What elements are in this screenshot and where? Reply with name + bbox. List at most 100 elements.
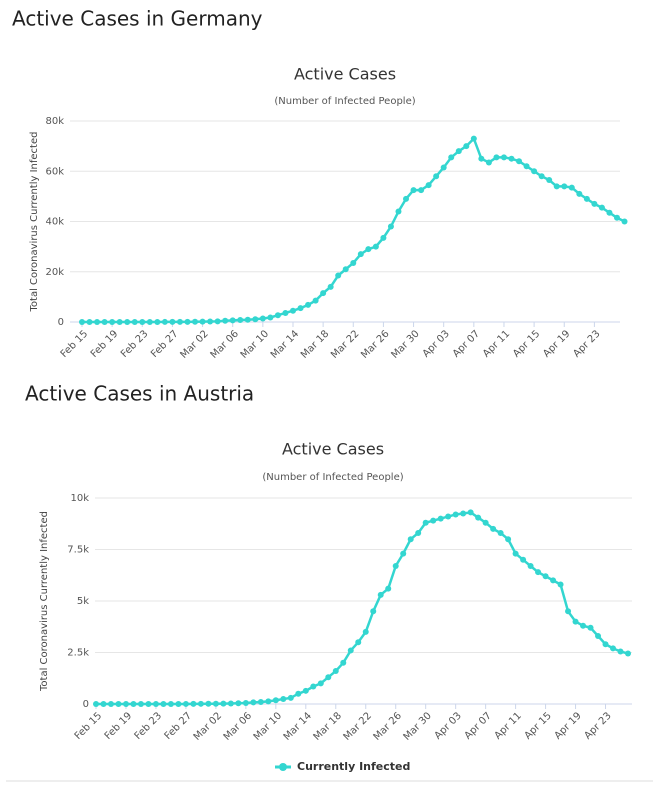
series-line bbox=[96, 511, 629, 706]
data-point bbox=[335, 272, 342, 279]
data-point bbox=[252, 316, 259, 323]
x-tick-label: Apr 19 bbox=[541, 328, 572, 359]
data-point bbox=[392, 562, 399, 569]
data-point bbox=[342, 266, 349, 273]
chart-subtitle: (Number of Infected People) bbox=[274, 96, 415, 107]
data-point bbox=[362, 628, 369, 635]
x-tick-label: Apr 23 bbox=[571, 328, 602, 359]
x-tick-label: Mar 30 bbox=[402, 710, 434, 742]
x-tick-label: Mar 06 bbox=[209, 328, 241, 360]
data-point bbox=[161, 318, 168, 325]
data-point bbox=[422, 519, 429, 526]
x-tick-label: Apr 07 bbox=[451, 328, 482, 359]
data-point bbox=[94, 318, 101, 325]
data-point bbox=[508, 155, 515, 162]
data-point bbox=[176, 318, 183, 325]
data-point bbox=[297, 305, 304, 312]
data-point bbox=[621, 218, 628, 225]
x-tick-label: Mar 14 bbox=[282, 710, 314, 742]
data-point bbox=[175, 700, 182, 707]
x-tick-label: Mar 10 bbox=[239, 328, 271, 360]
y-tick-label: 2.5k bbox=[67, 648, 89, 659]
data-point bbox=[350, 259, 357, 266]
data-point bbox=[145, 701, 152, 707]
y-tick-label: 0 bbox=[58, 317, 64, 328]
data-point bbox=[415, 530, 422, 537]
data-point bbox=[572, 618, 579, 625]
data-point bbox=[109, 318, 116, 325]
data-point bbox=[470, 135, 477, 142]
data-point bbox=[317, 680, 324, 687]
y-tick-label: 0 bbox=[83, 699, 89, 710]
data-point bbox=[463, 143, 470, 150]
series-line bbox=[82, 136, 626, 324]
data-point bbox=[325, 674, 332, 681]
data-point bbox=[482, 519, 489, 526]
data-point bbox=[403, 195, 410, 202]
data-point bbox=[355, 639, 362, 646]
x-tick-label: Mar 22 bbox=[342, 710, 374, 742]
data-point bbox=[418, 187, 425, 194]
x-tick-label: Mar 18 bbox=[312, 710, 344, 742]
x-tick-label: Apr 19 bbox=[553, 710, 584, 741]
x-tick-label: Apr 03 bbox=[421, 328, 452, 359]
data-point bbox=[531, 168, 538, 175]
data-point bbox=[370, 608, 377, 615]
data-point bbox=[207, 318, 214, 325]
data-point bbox=[455, 148, 462, 155]
data-point bbox=[327, 283, 334, 290]
x-tick-label: Mar 26 bbox=[359, 328, 391, 360]
data-point bbox=[437, 515, 444, 522]
data-point bbox=[372, 243, 379, 250]
data-point bbox=[115, 701, 122, 707]
data-point bbox=[79, 318, 85, 325]
data-point bbox=[377, 591, 384, 598]
data-point bbox=[131, 318, 138, 325]
data-point bbox=[227, 700, 234, 707]
data-point bbox=[445, 513, 452, 520]
data-point bbox=[93, 701, 99, 707]
data-point bbox=[527, 562, 534, 569]
data-point bbox=[310, 683, 317, 690]
data-point bbox=[535, 569, 542, 576]
data-point bbox=[410, 187, 417, 194]
data-point bbox=[305, 301, 312, 308]
x-tick-label: Feb 19 bbox=[103, 710, 135, 742]
data-point bbox=[520, 556, 527, 563]
data-point bbox=[214, 318, 221, 325]
data-point bbox=[184, 318, 191, 325]
data-point bbox=[259, 315, 266, 322]
data-point bbox=[220, 700, 227, 707]
data-point bbox=[448, 154, 455, 161]
data-point bbox=[205, 700, 212, 707]
data-point bbox=[347, 647, 354, 654]
data-point bbox=[460, 510, 467, 517]
section-heading: Active Cases in Austria bbox=[25, 382, 254, 406]
data-point bbox=[505, 536, 512, 543]
data-point bbox=[257, 698, 264, 705]
chart-subtitle: (Number of Infected People) bbox=[262, 472, 403, 483]
data-point bbox=[614, 214, 620, 221]
data-point bbox=[617, 648, 624, 655]
data-point bbox=[395, 208, 402, 215]
data-point bbox=[242, 700, 249, 707]
data-point bbox=[282, 309, 289, 316]
data-point bbox=[197, 700, 204, 707]
data-point bbox=[512, 550, 519, 557]
data-point bbox=[610, 645, 617, 652]
data-point bbox=[546, 177, 553, 184]
x-tick-label: Apr 15 bbox=[511, 328, 542, 359]
data-point bbox=[357, 251, 364, 258]
data-point bbox=[553, 183, 560, 190]
data-point bbox=[538, 173, 545, 180]
data-point bbox=[606, 209, 613, 216]
data-point bbox=[602, 641, 609, 648]
data-point bbox=[100, 701, 107, 707]
data-point bbox=[289, 307, 296, 314]
data-point bbox=[485, 159, 492, 166]
data-point bbox=[295, 690, 302, 697]
y-axis-title: Total Coronavirus Currently Infected bbox=[39, 511, 50, 692]
chart-title: Active Cases bbox=[282, 440, 384, 459]
y-axis-title: Total Coronavirus Currently Infected bbox=[29, 132, 40, 313]
